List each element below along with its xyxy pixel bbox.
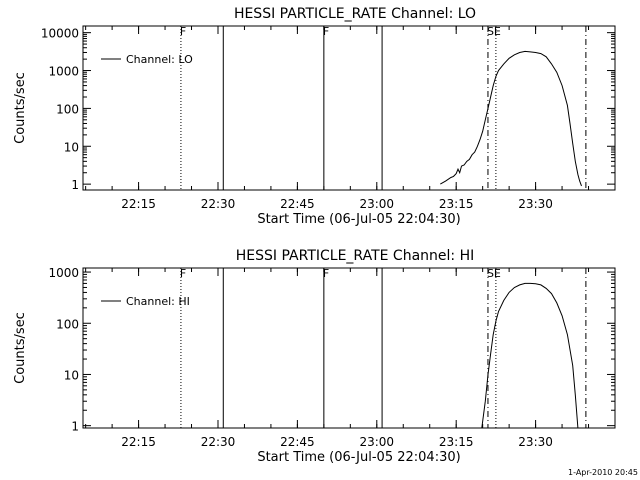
chart2-ytick-label: 1	[71, 420, 79, 434]
chart1-xtick-label: 23:15	[439, 197, 474, 211]
chart2-xtick-label: 23:15	[439, 435, 474, 449]
chart2-marker-label: SE	[487, 267, 501, 280]
chart1-ytick-label: 1000	[48, 65, 79, 79]
chart1-xtick-label: 22:30	[201, 197, 236, 211]
chart2-xtick-label: 22:30	[201, 435, 236, 449]
chart2-ytick-label: 1000	[48, 266, 79, 280]
chart1-marker-label: SE	[487, 25, 501, 38]
chart1-legend-label: Channel: LO	[126, 53, 193, 66]
chart1-xtick-label: 23:00	[359, 197, 394, 211]
chart2-xtick-label: 23:30	[518, 435, 553, 449]
chart1-series-line	[440, 50, 582, 187]
chart2-xtick-label: 22:15	[121, 435, 156, 449]
chart2-xtick-label: 22:45	[280, 435, 315, 449]
chart1-ytick-label: 1	[71, 178, 79, 192]
chart2-frame	[82, 267, 616, 429]
chart2-title: HESSI PARTICLE_RATE Channel: HI	[236, 248, 474, 264]
chart1-frame	[82, 25, 616, 191]
chart1-xtick-label: 23:30	[518, 197, 553, 211]
chart1-ytick-label: 10	[64, 140, 79, 154]
chart1-ytick-label: 10000	[41, 27, 79, 41]
chart2-marker-label: F	[323, 267, 329, 280]
chart2-ytick-label: 10	[64, 368, 79, 382]
chart1-xtick-label: 22:15	[121, 197, 156, 211]
chart1-xtick-label: 22:45	[280, 197, 315, 211]
chart1-ytick-label: 100	[56, 102, 79, 116]
chart2-series-line	[481, 282, 579, 428]
chart2-xlabel: Start Time (06-Jul-05 22:04:30)	[257, 450, 460, 465]
chart1-marker-label: F	[180, 25, 186, 38]
chart2-marker-label: F	[180, 267, 186, 280]
chart2-legend-label: Channel: HI	[126, 295, 190, 308]
chart1-marker-label: F	[323, 25, 329, 38]
chart1-ylabel: Counts/sec	[13, 72, 28, 144]
footer-timestamp: 1-Apr-2010 20:45	[568, 468, 638, 477]
chart1-title: HESSI PARTICLE_RATE Channel: LO	[234, 6, 476, 22]
chart2-ytick-label: 100	[56, 317, 79, 331]
chart2-xtick-label: 23:00	[359, 435, 394, 449]
chart1-xlabel: Start Time (06-Jul-05 22:04:30)	[257, 212, 460, 227]
chart2-ylabel: Counts/sec	[13, 312, 28, 384]
